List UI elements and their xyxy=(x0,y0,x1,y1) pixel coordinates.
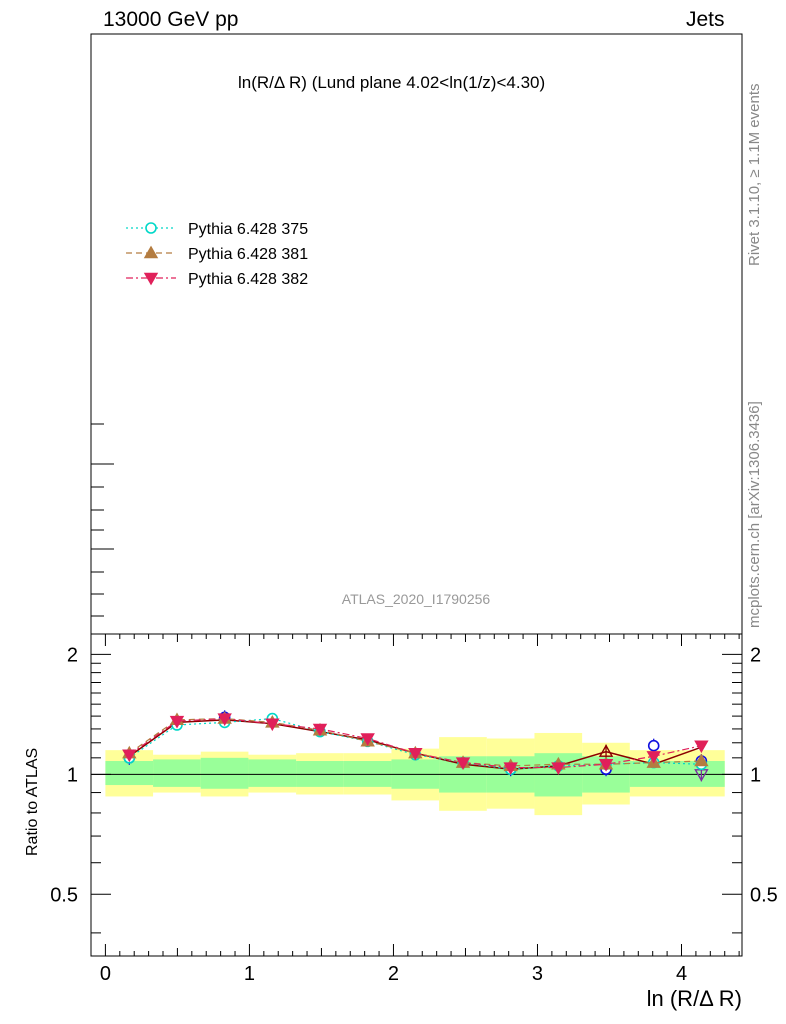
y-tick-label: 2 xyxy=(67,644,78,666)
ratio-axis-ticks: 0 1 2 3 4 0.5 0.5 1 1 2 2 xyxy=(50,634,778,985)
x-tick-label: 1 xyxy=(244,963,255,985)
series-point xyxy=(646,751,661,764)
series-point xyxy=(169,715,185,729)
ratio-panel-frame xyxy=(90,633,743,957)
legend-entry-label: Pythia 6.428 381 xyxy=(188,246,308,263)
extra-point xyxy=(598,744,614,757)
chart-title: ln(R/Δ R) (Lund plane 4.02<ln(1/z)<4.30) xyxy=(238,73,545,92)
analysis-watermark: ATLAS_2020_I1790256 xyxy=(342,591,491,607)
legend-marker xyxy=(145,222,157,234)
series-point xyxy=(503,762,518,775)
band-inner-bin xyxy=(200,757,249,789)
y-tick-label: 0.5 xyxy=(50,884,78,906)
y-tick-label-right: 1 xyxy=(750,764,761,786)
main-panel-frame xyxy=(90,33,743,635)
x-tick-label: 3 xyxy=(532,963,543,985)
x-axis-label: ln (R/Δ R) xyxy=(647,986,742,1011)
y-tick-label-right: 2 xyxy=(750,644,761,666)
plot-series xyxy=(122,710,709,782)
legend-entry-label: Pythia 6.428 375 xyxy=(188,221,308,238)
band-inner-bin xyxy=(248,759,297,787)
x-tick-label: 0 xyxy=(100,963,111,985)
series-point xyxy=(217,713,232,727)
y-tick-label: 1 xyxy=(67,764,78,786)
band-inner-bin xyxy=(153,759,201,787)
legend-marker xyxy=(143,245,159,259)
series-point xyxy=(551,762,566,775)
series-point xyxy=(312,723,328,737)
series-point xyxy=(265,718,280,732)
series-point xyxy=(122,749,137,763)
legend-entry-label: Pythia 6.428 382 xyxy=(188,271,308,288)
series-point xyxy=(408,747,423,761)
series-point xyxy=(360,733,375,746)
y-axis-label: Ratio to ATLAS xyxy=(24,748,41,856)
legend: Pythia 6.428 375 Pythia 6.428 381 Pythia 6… xyxy=(126,221,308,288)
series-point xyxy=(598,759,614,772)
extra-point xyxy=(647,739,660,752)
x-tick-label: 4 xyxy=(676,963,687,985)
band-inner-bin xyxy=(105,761,154,786)
header-process: Jets xyxy=(686,8,725,31)
series-point xyxy=(694,740,709,754)
header-energy: 13000 GeV pp xyxy=(103,8,239,31)
y-tick-label-right: 0.5 xyxy=(750,884,778,906)
main-panel-ticks xyxy=(91,423,114,617)
legend-marker xyxy=(143,272,159,286)
series-point xyxy=(455,757,471,771)
x-tick-label: 2 xyxy=(388,963,399,985)
series-point xyxy=(694,753,709,767)
